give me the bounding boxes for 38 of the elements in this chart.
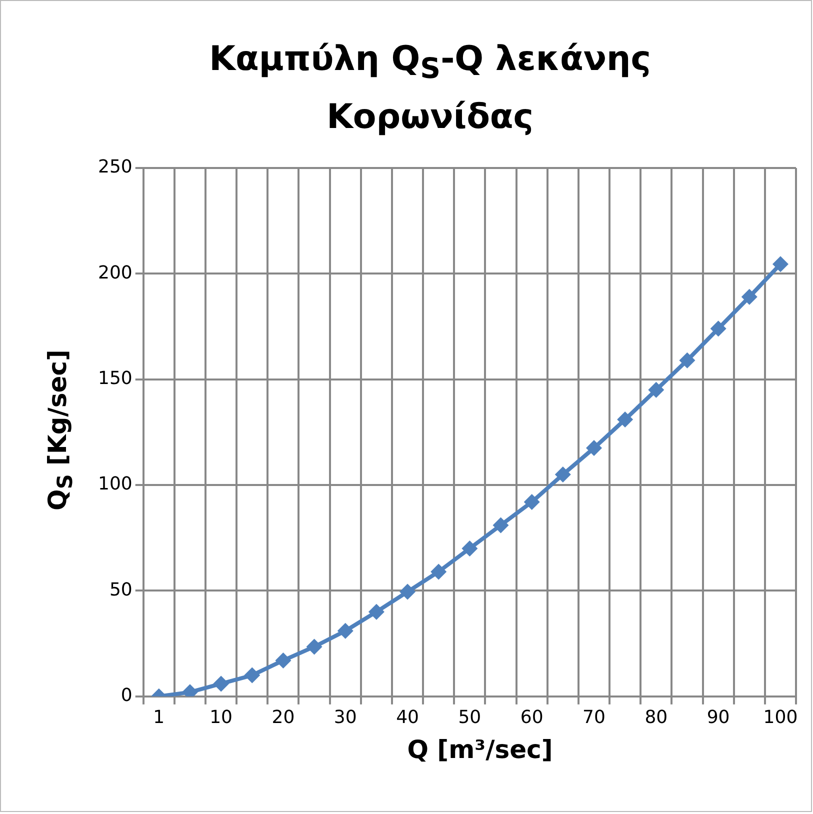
point [430,564,447,580]
point [244,667,260,684]
x-tick-label: 80 [644,706,668,728]
point [337,622,354,639]
x-axis-title: Q [m³/sec] [406,735,554,764]
point [492,517,509,534]
y-tick-label: 250 [98,156,132,178]
y-tick-label: 0 [120,685,132,706]
x-tick-label: 30 [334,706,357,728]
y-tick-label: 150 [98,368,132,390]
x-tick-label: 50 [458,706,482,728]
point [679,352,696,368]
point [554,466,571,482]
x-tick-label: 90 [706,706,730,728]
x-tick-label: 40 [396,706,419,728]
point [741,288,758,305]
point [524,494,540,510]
x-tick-label: 100 [763,706,798,728]
point [368,604,384,620]
y-tick-label: 50 [109,579,132,600]
x-tick-label: 70 [582,706,606,728]
point [772,256,788,272]
x-tick-label: 20 [272,706,295,728]
point [648,382,664,398]
x-tick-label: 60 [520,706,544,728]
chart-title: Καμπύλη Q$_{S}$-Q λεκάνης Κορωνίδας [208,38,652,139]
point [586,440,602,456]
point [617,412,634,428]
point [710,320,726,337]
point [213,676,230,692]
point [275,652,292,668]
point [462,540,478,556]
y-tick-label: 100 [98,474,132,495]
y-tick-label: 200 [98,262,132,284]
x-tick-label: 1 [153,706,165,728]
point [306,638,322,655]
x-tick-label: 10 [210,706,233,728]
point [400,584,416,600]
